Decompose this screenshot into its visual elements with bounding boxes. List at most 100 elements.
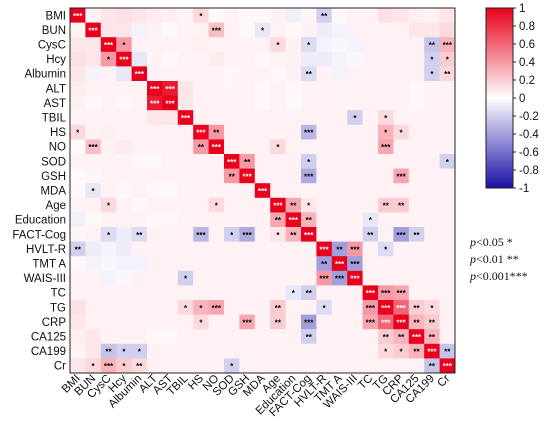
significance-marker: ***: [212, 26, 222, 35]
significance-marker: **: [229, 172, 236, 181]
heatmap-cell: [100, 168, 117, 184]
heatmap-cell: [301, 154, 317, 169]
heatmap-cell: [439, 329, 456, 345]
heatmap-cell: [408, 197, 425, 213]
heatmap-cell: [85, 212, 102, 228]
significance-marker: ***: [350, 275, 360, 284]
y-axis-labels: BMI BUN CysC Hcy Albumin ALT AST TBIL HS NO SOD GSH…: [12, 10, 66, 372]
significance-marker: ***: [366, 304, 376, 313]
heatmap-cell: [239, 139, 256, 155]
significance-marker: *: [184, 304, 188, 313]
heatmap-cell: [362, 256, 379, 272]
heatmap-cell: [270, 124, 286, 140]
heatmap-cell: [285, 329, 302, 345]
heatmap-cell: [270, 241, 286, 257]
heatmap-cell: [362, 154, 379, 169]
heatmap-cell: [208, 227, 225, 242]
heatmap-cell: [408, 139, 425, 155]
heatmap-cell: [147, 183, 163, 199]
heatmap-cell: [162, 329, 179, 345]
heatmap-cell: [193, 197, 209, 213]
significance-marker: *: [446, 158, 450, 167]
heatmap-cell: [70, 197, 86, 213]
significance-marker: ***: [273, 202, 283, 211]
heatmap-cell: [331, 300, 348, 315]
heatmap-cell: [193, 314, 209, 330]
heatmap-cell: [316, 8, 333, 23]
heatmap-cell: [316, 314, 333, 330]
heatmap-cell: [439, 197, 456, 213]
heatmap-cell: [162, 66, 179, 82]
heatmap-cell: [378, 51, 394, 67]
heatmap-cell: [116, 256, 132, 272]
heatmap-cell: [424, 314, 440, 330]
heatmap-cell: [239, 227, 256, 242]
heatmap-cell: [85, 22, 102, 38]
heatmap-cell: [254, 154, 271, 169]
heatmap-cell: [378, 168, 394, 184]
heatmap-frame: [69, 7, 456, 374]
heatmap-cell: [439, 139, 456, 155]
heatmap-cell: [393, 212, 410, 228]
heatmap-cell: [254, 81, 271, 96]
heatmap-cell: [362, 81, 379, 96]
heatmap-cell: [393, 343, 410, 359]
heatmap-cell: [362, 212, 379, 228]
heatmap-cell: [362, 197, 379, 213]
heatmap-cell: [439, 22, 456, 38]
heatmap-cell: [270, 37, 286, 53]
heatmap-cell: [224, 300, 240, 315]
heatmap-cell: [301, 37, 317, 53]
heatmap-cell: [285, 154, 302, 169]
heatmap-cell: [316, 212, 333, 228]
significance-marker: *: [199, 318, 203, 327]
heatmap-cell: [131, 168, 148, 184]
heatmap-cell: [85, 329, 102, 345]
significance-marker: *: [400, 129, 404, 138]
y-tick-label: Age: [46, 200, 66, 212]
heatmap-cell: [85, 197, 102, 213]
heatmap-cell: [147, 81, 163, 96]
heatmap-cell: [208, 51, 225, 67]
heatmap-cell: [439, 270, 456, 286]
heatmap-cell: [270, 270, 286, 286]
heatmap-cell: [100, 124, 117, 140]
heatmap-cell: [193, 66, 209, 82]
significance-marker: **: [75, 245, 82, 254]
significance-marker: ***: [88, 143, 98, 152]
heatmap-cell: [131, 154, 148, 169]
heatmap-cell: [100, 154, 117, 169]
heatmap-cell: [70, 95, 86, 111]
y-tick-label: FACT-Cog: [12, 229, 66, 241]
heatmap-cell: [347, 197, 363, 213]
y-tick-label: Albumin: [24, 69, 66, 81]
heatmap-cell: [177, 22, 194, 38]
heatmap-cell: [254, 227, 271, 242]
heatmap-cell: [408, 66, 425, 82]
heatmap-cell: [116, 285, 132, 301]
heatmap-cell: [208, 183, 225, 199]
heatmap-cell: [285, 183, 302, 199]
heatmap-cell: [147, 241, 163, 257]
heatmap-cell: [131, 227, 148, 242]
heatmap-cell: [131, 22, 148, 38]
heatmap-cell: [378, 285, 394, 301]
significance-marker: ***: [366, 289, 376, 298]
heatmap-cell: [177, 314, 194, 330]
heatmap-cell: [393, 66, 410, 82]
significance-marker: *: [92, 362, 96, 371]
significance-marker: **: [413, 231, 420, 240]
heatmap-cell: [208, 285, 225, 301]
heatmap-cell: [285, 227, 302, 242]
heatmap-cell: [347, 285, 363, 301]
colorbar-tick-label: 0.8: [519, 21, 535, 33]
heatmap-cell: [378, 329, 394, 345]
heatmap-cell: [424, 168, 440, 184]
significance-marker: *: [430, 70, 434, 79]
y-tick-label: NO: [49, 142, 66, 154]
significance-marker: *: [430, 56, 434, 65]
significance-marker: **: [429, 362, 436, 371]
significance-key-1: p<0.05 *: [470, 235, 513, 249]
heatmap-cell: [393, 270, 410, 286]
